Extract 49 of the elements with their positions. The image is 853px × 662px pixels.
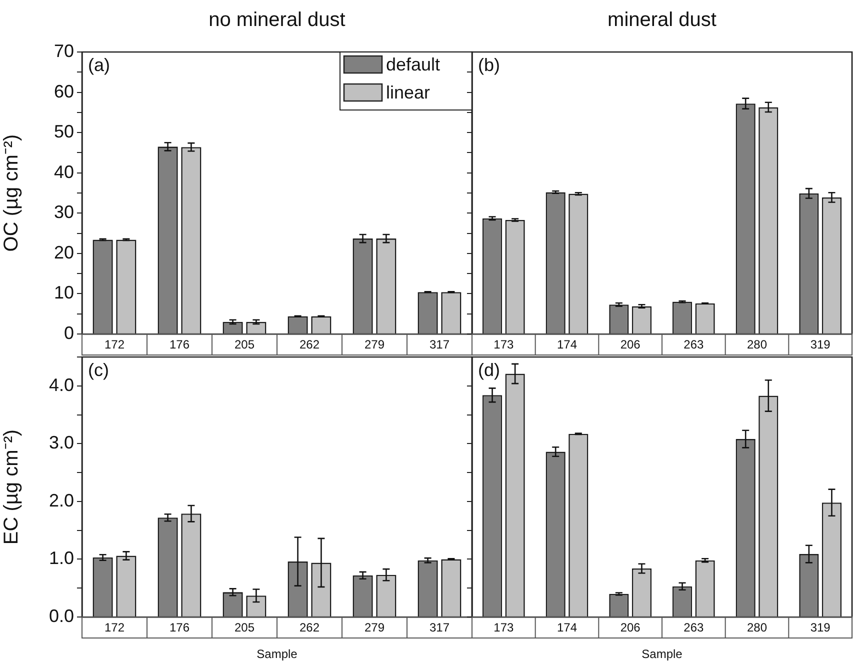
legend-label: default <box>386 54 440 74</box>
y-tick-label: 50 <box>54 122 74 142</box>
annotation: (d) <box>478 360 500 380</box>
chart-title: no mineral dust <box>208 9 346 31</box>
y-tick-label: 40 <box>54 162 74 182</box>
x-tick-label: 172 <box>104 338 125 352</box>
x-tick-label: 279 <box>364 338 385 352</box>
y-tick-label: 70 <box>54 40 74 61</box>
x-tick-label: 319 <box>810 338 831 352</box>
x-tick-label: 176 <box>169 620 190 635</box>
y-tick-label: 1.0 <box>48 548 74 568</box>
y-tick-label: 10 <box>54 282 74 303</box>
annotation: (c) <box>88 360 109 380</box>
x-tick-label: 174 <box>556 620 578 635</box>
x-tick-label: 205 <box>234 338 255 352</box>
x-tick-label: 263 <box>684 338 704 352</box>
x-tick-label: 280 <box>746 338 768 352</box>
legend-label: linear <box>386 82 430 102</box>
x-tick-label: 205 <box>234 620 255 635</box>
x-tick-label: 317 <box>429 620 450 635</box>
x-tick-label: 176 <box>169 338 190 352</box>
x-tick-label: 279 <box>364 620 385 635</box>
y-tick-label: 3.0 <box>48 432 74 453</box>
annotation: (a) <box>88 54 110 75</box>
x-tick-label: 319 <box>810 620 831 635</box>
x-tick-label: 206 <box>620 620 641 635</box>
y-tick-label: 0 <box>64 322 74 343</box>
y-tick-label: 30 <box>54 202 74 222</box>
annotation: (b) <box>478 54 500 75</box>
x-axis-title: Sample <box>642 647 683 662</box>
chart-title: mineral dust <box>608 9 717 31</box>
y-tick-label: 4.0 <box>48 374 74 395</box>
y-axis-title: OC (µg cm⁻²) <box>0 134 23 252</box>
x-axis-title: Sample <box>256 647 298 662</box>
x-tick-label: 262 <box>299 620 320 635</box>
y-tick-label: 60 <box>54 81 74 102</box>
x-tick-label: 173 <box>494 620 514 635</box>
x-tick-label: 172 <box>104 620 125 635</box>
x-tick-label: 263 <box>684 620 704 635</box>
x-tick-label: 317 <box>429 338 450 352</box>
x-tick-label: 280 <box>746 620 768 635</box>
x-tick-label: 174 <box>556 338 578 352</box>
y-tick-label: 20 <box>54 242 74 262</box>
y-tick-label: 0.0 <box>48 606 74 626</box>
y-tick-label: 2.0 <box>48 490 74 510</box>
y-axis-title: EC (µg cm⁻²) <box>0 429 23 545</box>
x-tick-label: 206 <box>620 338 641 352</box>
x-tick-label: 262 <box>299 338 320 352</box>
x-tick-label: 173 <box>494 338 514 352</box>
